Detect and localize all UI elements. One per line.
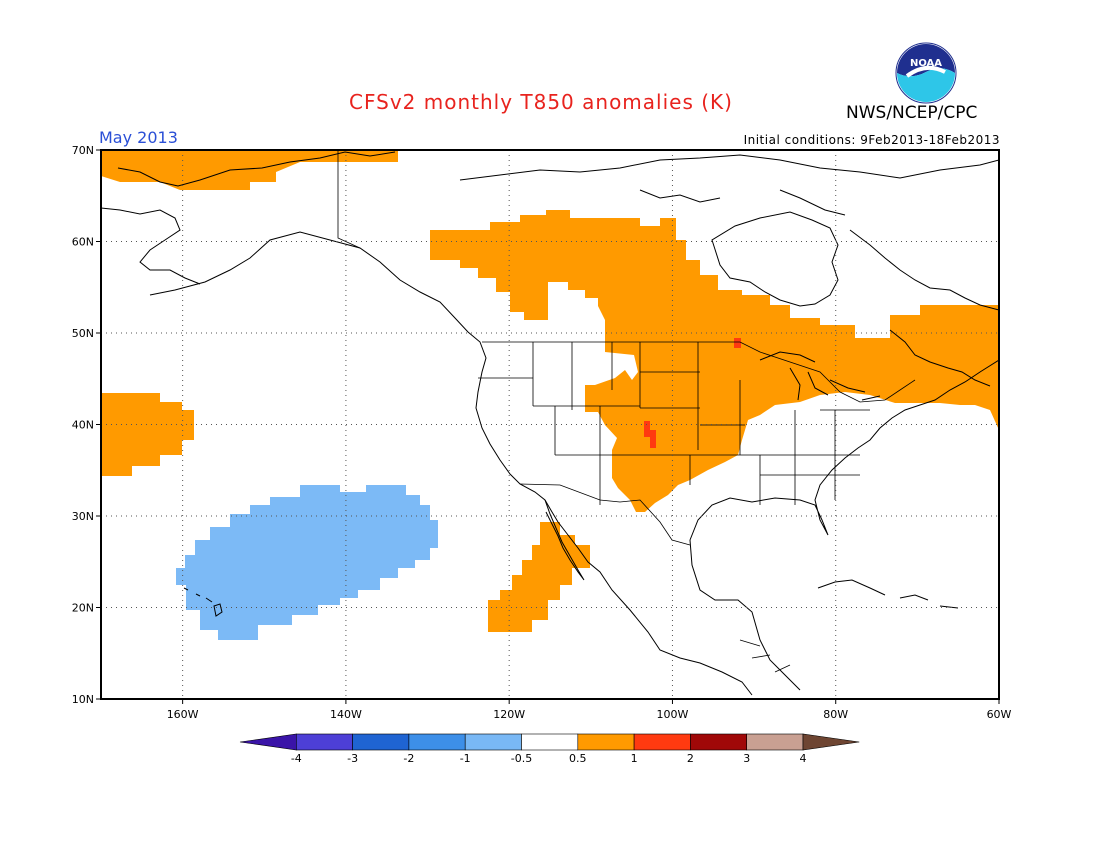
lat-tick-label: 10N bbox=[72, 693, 94, 706]
colorbar-label: 1 bbox=[631, 752, 638, 765]
anomaly-region-baja bbox=[488, 522, 590, 632]
lat-tick-label: 70N bbox=[72, 144, 94, 157]
colorbar-end-high bbox=[802, 733, 860, 751]
border-us-mexico bbox=[519, 483, 691, 546]
political-borders bbox=[337, 150, 916, 673]
colorbar-label: 2 bbox=[687, 752, 694, 765]
anomaly-cell-plains bbox=[644, 421, 650, 437]
lon-tick-label: 120W bbox=[493, 708, 525, 721]
coastline-great-lakes bbox=[759, 351, 881, 401]
strong-anomaly-layer bbox=[644, 338, 741, 448]
noaa-logo: NOAA bbox=[895, 42, 957, 104]
coastline-hawaii bbox=[183, 587, 223, 617]
coastlines bbox=[101, 151, 999, 696]
anomaly-region-central-north-america bbox=[430, 210, 999, 512]
lon-tick-label: 100W bbox=[657, 708, 689, 721]
colorbar-label: -3 bbox=[347, 752, 358, 765]
coastline-hudson-bay bbox=[711, 211, 839, 307]
lon-tick-label: 140W bbox=[330, 708, 362, 721]
colorbar-label: -2 bbox=[403, 752, 414, 765]
colorbar-label: 0.5 bbox=[569, 752, 587, 765]
colorbar-bin bbox=[408, 733, 466, 751]
lat-tick-label: 40N bbox=[72, 419, 94, 432]
coastline-baja bbox=[544, 499, 585, 581]
border-us-states bbox=[478, 342, 870, 505]
colorbar-bin bbox=[577, 733, 635, 751]
lat-tick-label: 30N bbox=[72, 510, 94, 523]
colorbar-bin bbox=[690, 733, 748, 751]
colorbar-bin bbox=[521, 733, 579, 751]
anomaly-cell-ontario bbox=[734, 338, 741, 348]
colorbar-end-low bbox=[239, 733, 297, 751]
lat-tick-label: 20N bbox=[72, 602, 94, 615]
colorbar-label: -4 bbox=[291, 752, 302, 765]
coastline-gulf-east bbox=[689, 359, 999, 691]
chart-title: CFSv2 monthly T850 anomalies (K) bbox=[349, 90, 733, 114]
colorbar-bin bbox=[464, 733, 522, 751]
colorbar-label: -1 bbox=[460, 752, 471, 765]
noaa-logo-text: NOAA bbox=[910, 58, 942, 69]
map-layers bbox=[101, 150, 999, 699]
colorbar-label: 4 bbox=[800, 752, 807, 765]
anomaly-cell-plains-2 bbox=[650, 430, 656, 448]
coastline-west bbox=[101, 151, 753, 696]
lat-tick-label: 50N bbox=[72, 327, 94, 340]
anomaly-region-central-pacific bbox=[176, 485, 438, 640]
border-alaska-canada bbox=[337, 150, 361, 249]
lon-tick-label: 80W bbox=[823, 708, 848, 721]
coastline-arctic bbox=[459, 154, 999, 216]
agency-label: NWS/NCEP/CPC bbox=[846, 103, 978, 123]
colorbar-bin bbox=[295, 733, 353, 751]
colorbar-label: 3 bbox=[743, 752, 750, 765]
lon-tick-label: 160W bbox=[167, 708, 199, 721]
colorbar-bin bbox=[633, 733, 691, 751]
map-ticks: 160W 140W 120W 100W 80W 60W 70N 60N 50N 40N 30N 20N… bbox=[72, 144, 1012, 721]
colorbar-bin bbox=[352, 733, 410, 751]
border-central-america bbox=[739, 639, 791, 673]
anomaly-region-alaska bbox=[101, 150, 398, 190]
anomaly-region-pacific-40n bbox=[101, 393, 194, 476]
border-us-canada bbox=[482, 341, 916, 403]
forecast-period: May 2013 bbox=[99, 128, 178, 147]
colorbar: -4 -3 -2 -1 -0.5 0.5 1 2 3 4 bbox=[239, 733, 860, 765]
lat-tick-label: 60N bbox=[72, 236, 94, 249]
colorbar-label: -0.5 bbox=[511, 752, 532, 765]
coastline-caribbean bbox=[817, 579, 959, 609]
colorbar-bin bbox=[746, 733, 804, 751]
initial-conditions: Initial conditions: 9Feb2013-18Feb2013 bbox=[743, 133, 1000, 147]
lon-tick-label: 60W bbox=[987, 708, 1012, 721]
coastline-labrador bbox=[849, 229, 999, 387]
warm-anomaly-layer bbox=[101, 150, 999, 632]
